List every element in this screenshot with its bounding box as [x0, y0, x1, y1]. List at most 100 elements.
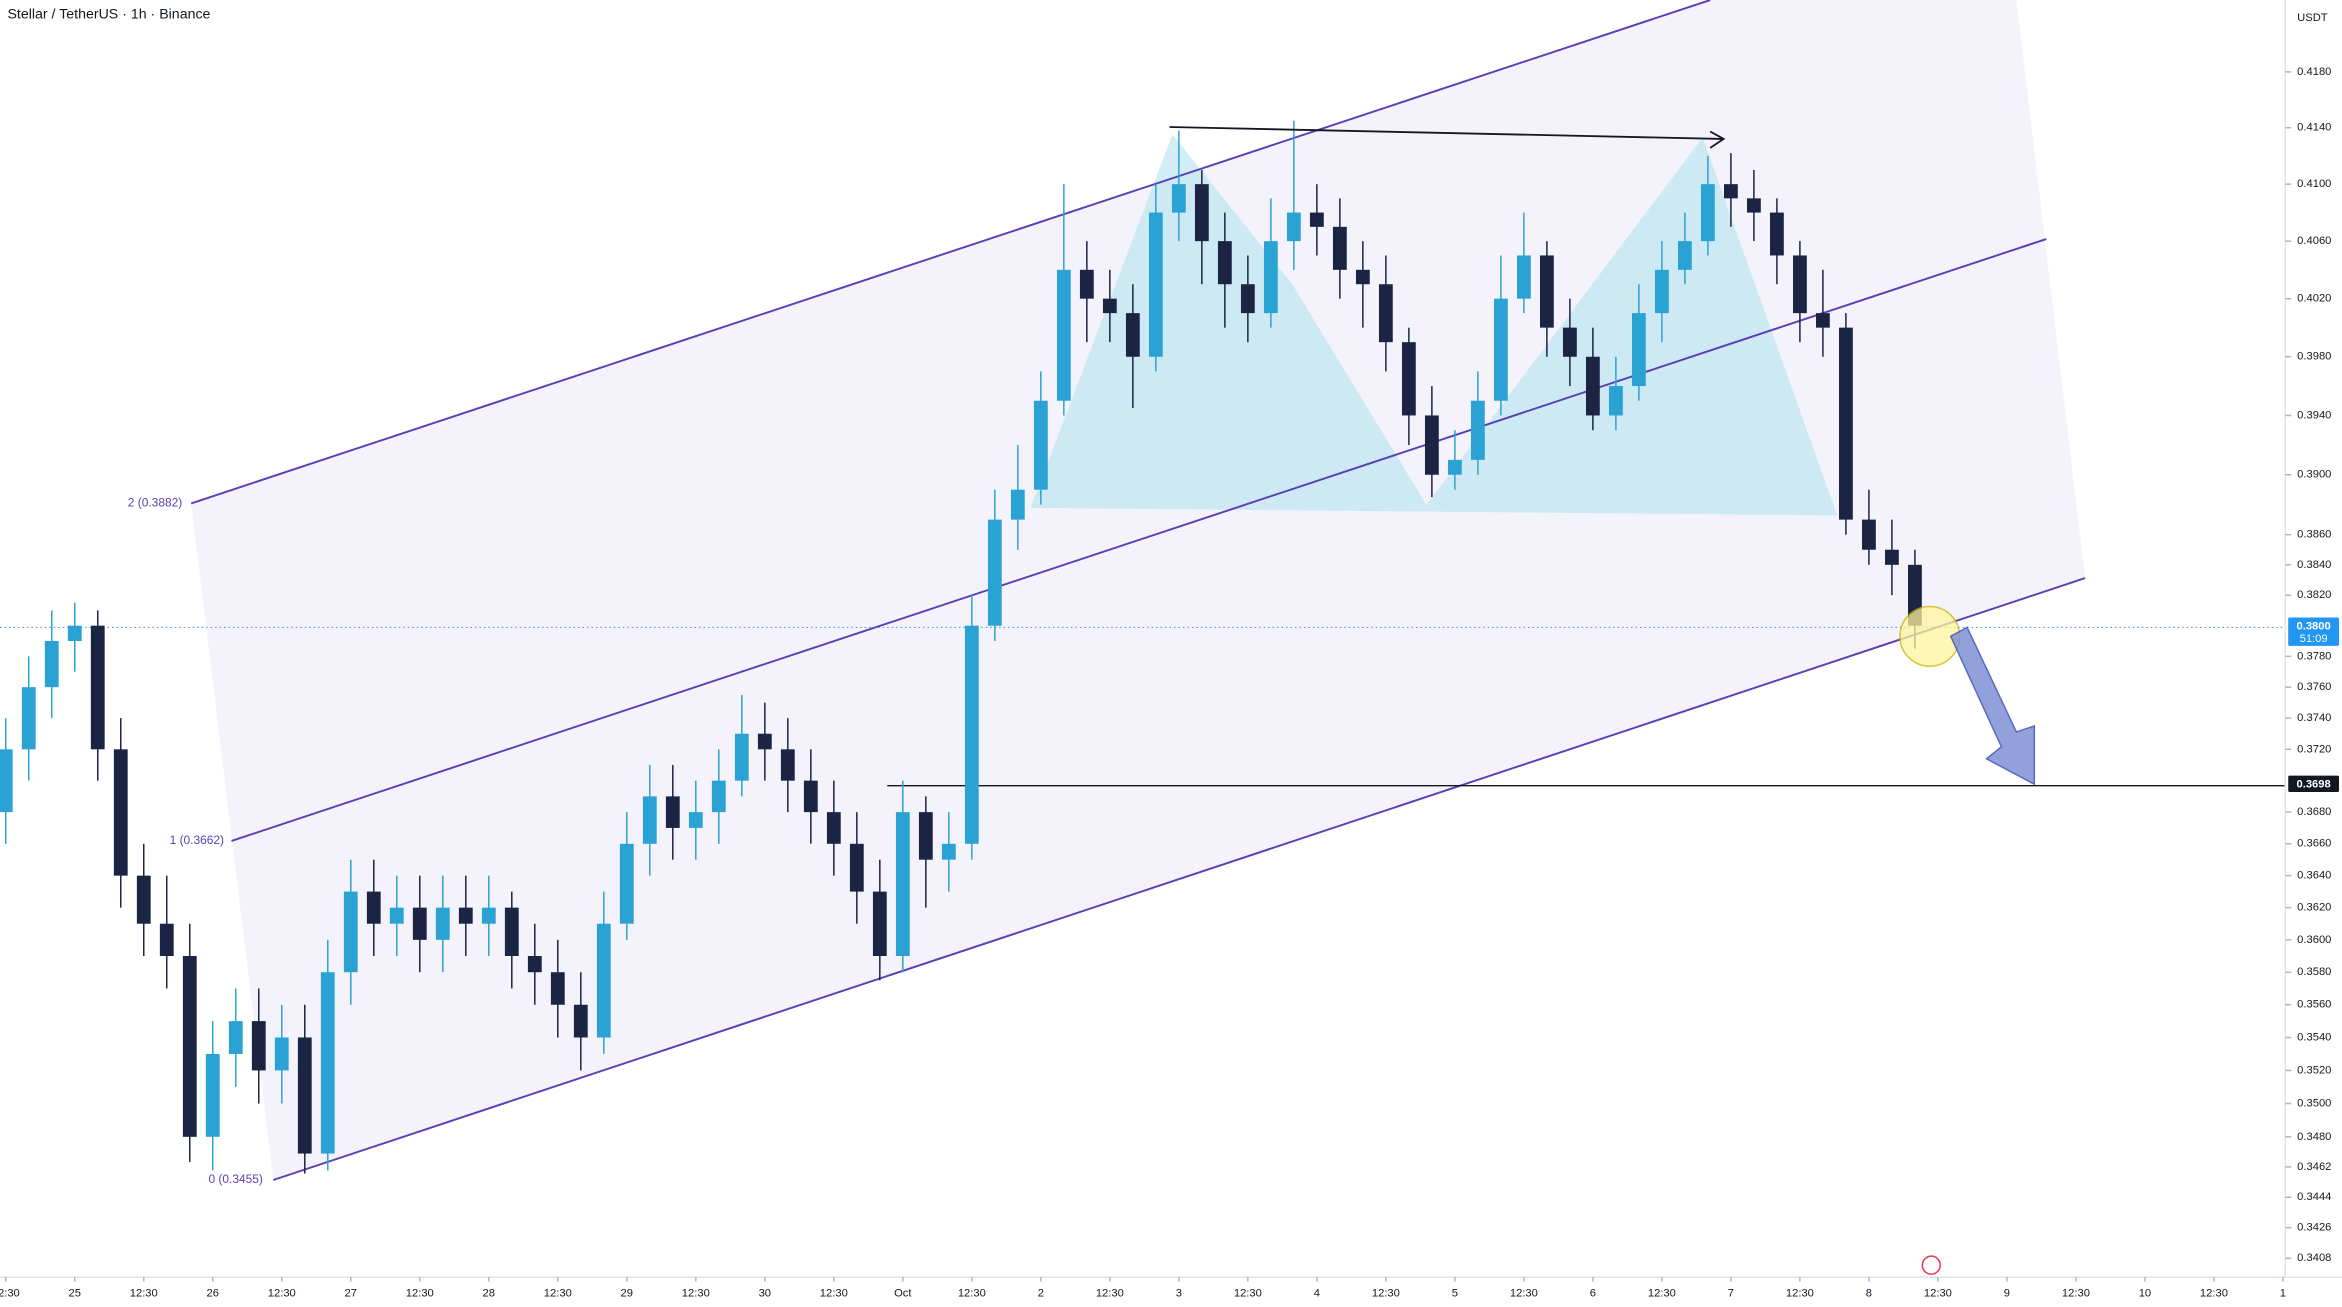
x-tick-label: 26: [207, 1287, 219, 1299]
y-tick-label: 0.3820: [2297, 589, 2331, 601]
candle-body: [1839, 327, 1853, 520]
x-tick-label: 12:30: [1372, 1287, 1400, 1299]
neckline-arrow: [1169, 126, 1723, 140]
price-tag-label: 0.3800: [2297, 620, 2331, 632]
candle-body: [458, 907, 473, 924]
candle-body: [389, 907, 404, 924]
candle-body: [136, 875, 151, 924]
y-tick-label: 0.3560: [2297, 999, 2331, 1011]
candle-body: [1309, 212, 1324, 227]
x-tick-label: 28: [483, 1287, 495, 1299]
candle-body: [21, 687, 36, 750]
candle-body: [1816, 313, 1830, 328]
candle-body: [1171, 184, 1186, 213]
candle-body: [642, 796, 657, 844]
x-tick-label: 12:30: [130, 1287, 158, 1299]
y-tick-label: 0.3580: [2297, 966, 2331, 978]
candle-body: [1010, 489, 1025, 520]
fib-label: 2 (0.3882): [128, 496, 182, 510]
x-tick-label: 12:30: [958, 1287, 986, 1299]
candle-body: [734, 733, 749, 781]
candle-body: [412, 907, 427, 940]
x-tick-label: 12:30: [2200, 1287, 2228, 1299]
y-tick-label: 0.3720: [2297, 743, 2331, 755]
y-tick-label: 0.3480: [2297, 1131, 2331, 1143]
y-tick-label: 0.3408: [2297, 1252, 2331, 1264]
candle-body: [1056, 269, 1071, 401]
candle-body: [481, 907, 496, 924]
candle-body: [1447, 459, 1462, 475]
candle-body: [366, 891, 381, 924]
candle-body: [113, 749, 128, 876]
y-tick-label: 0.3680: [2297, 806, 2331, 818]
currency-label: USDT: [2297, 12, 2328, 24]
chart-title: Stellar / TetherUS · 1h · Binance: [7, 7, 210, 23]
candle-body: [1332, 226, 1347, 270]
y-tick-label: 0.3500: [2297, 1097, 2331, 1109]
candle-body: [205, 1053, 220, 1137]
x-tick-label: 9: [2004, 1287, 2010, 1299]
candle-body: [1470, 400, 1485, 460]
candle-body: [1723, 184, 1738, 199]
candle-body: [1263, 241, 1278, 314]
candle-body: [1194, 184, 1209, 242]
candle-body: [90, 625, 105, 750]
x-tick-label: 25: [69, 1287, 81, 1299]
candle-body: [1378, 284, 1393, 343]
arrow-head: [1709, 130, 1726, 149]
y-tick-label: 0.3520: [2297, 1064, 2331, 1076]
candle-body: [1608, 386, 1623, 416]
channel-upper: [190, 0, 1711, 505]
x-tick-label: 4: [1314, 1287, 1320, 1299]
y-tick-label: 0.3980: [2297, 351, 2331, 363]
x-tick-label: 29: [621, 1287, 633, 1299]
y-tick-label: 0.3444: [2297, 1191, 2331, 1203]
candle-body: [228, 1021, 243, 1054]
candle-body: [757, 733, 772, 750]
x-tick-label: 12:30: [544, 1287, 572, 1299]
x-tick-label: 12:30: [1648, 1287, 1676, 1299]
axes: 0.4180 0.4140 0.4100 0.4060 0.4020 0.3980 0.39…: [0, 66, 2340, 1299]
x-tick-label: 1: [2280, 1287, 2286, 1299]
y-tick-label: 0.3462: [2297, 1161, 2331, 1173]
candle-body: [849, 843, 864, 892]
y-tick-label: 0.3600: [2297, 934, 2331, 946]
y-tick-label: 0.4140: [2297, 122, 2331, 134]
x-tick-label: 27: [345, 1287, 357, 1299]
pattern-fill: [1030, 134, 1838, 516]
y-tick-label: 0.4100: [2297, 178, 2331, 190]
candle-body: [1102, 298, 1117, 314]
candle-body: [0, 749, 13, 813]
candle-body: [619, 843, 634, 924]
candle-body: [711, 780, 726, 813]
fib-label: 0 (0.3455): [208, 1172, 262, 1186]
candle-body: [1631, 313, 1646, 387]
candle-body: [1286, 212, 1301, 242]
candle-body: [1516, 255, 1531, 299]
channel-lower: [273, 577, 2086, 1181]
candle-body: [1539, 255, 1554, 328]
candle-body: [343, 891, 358, 973]
candle-body: [1562, 327, 1577, 357]
y-tick-label: 0.3660: [2297, 838, 2331, 850]
candle-body: [159, 923, 174, 957]
fib-label: 1 (0.3662): [170, 833, 224, 847]
candle-body: [1793, 255, 1807, 314]
x-tick-label: 12:30: [682, 1287, 710, 1299]
candle-body: [688, 812, 703, 828]
y-tick-label: 0.3540: [2297, 1031, 2331, 1043]
candle-body: [1585, 356, 1600, 416]
candle-body: [504, 907, 519, 957]
x-tick-label: 12:30: [1786, 1287, 1814, 1299]
candle-body: [918, 812, 933, 860]
y-tick-label: 0.3640: [2297, 870, 2331, 882]
y-tick-label: 0.3780: [2297, 650, 2331, 662]
x-tick-label: 6: [1590, 1287, 1596, 1299]
x-tick-label: 2: [1038, 1287, 1044, 1299]
x-tick-label: 12:30: [2062, 1287, 2090, 1299]
candle-body: [826, 812, 841, 844]
x-tick-label: 8: [1866, 1287, 1872, 1299]
down-arrow: [1949, 626, 2036, 786]
candle-body: [1493, 298, 1508, 401]
